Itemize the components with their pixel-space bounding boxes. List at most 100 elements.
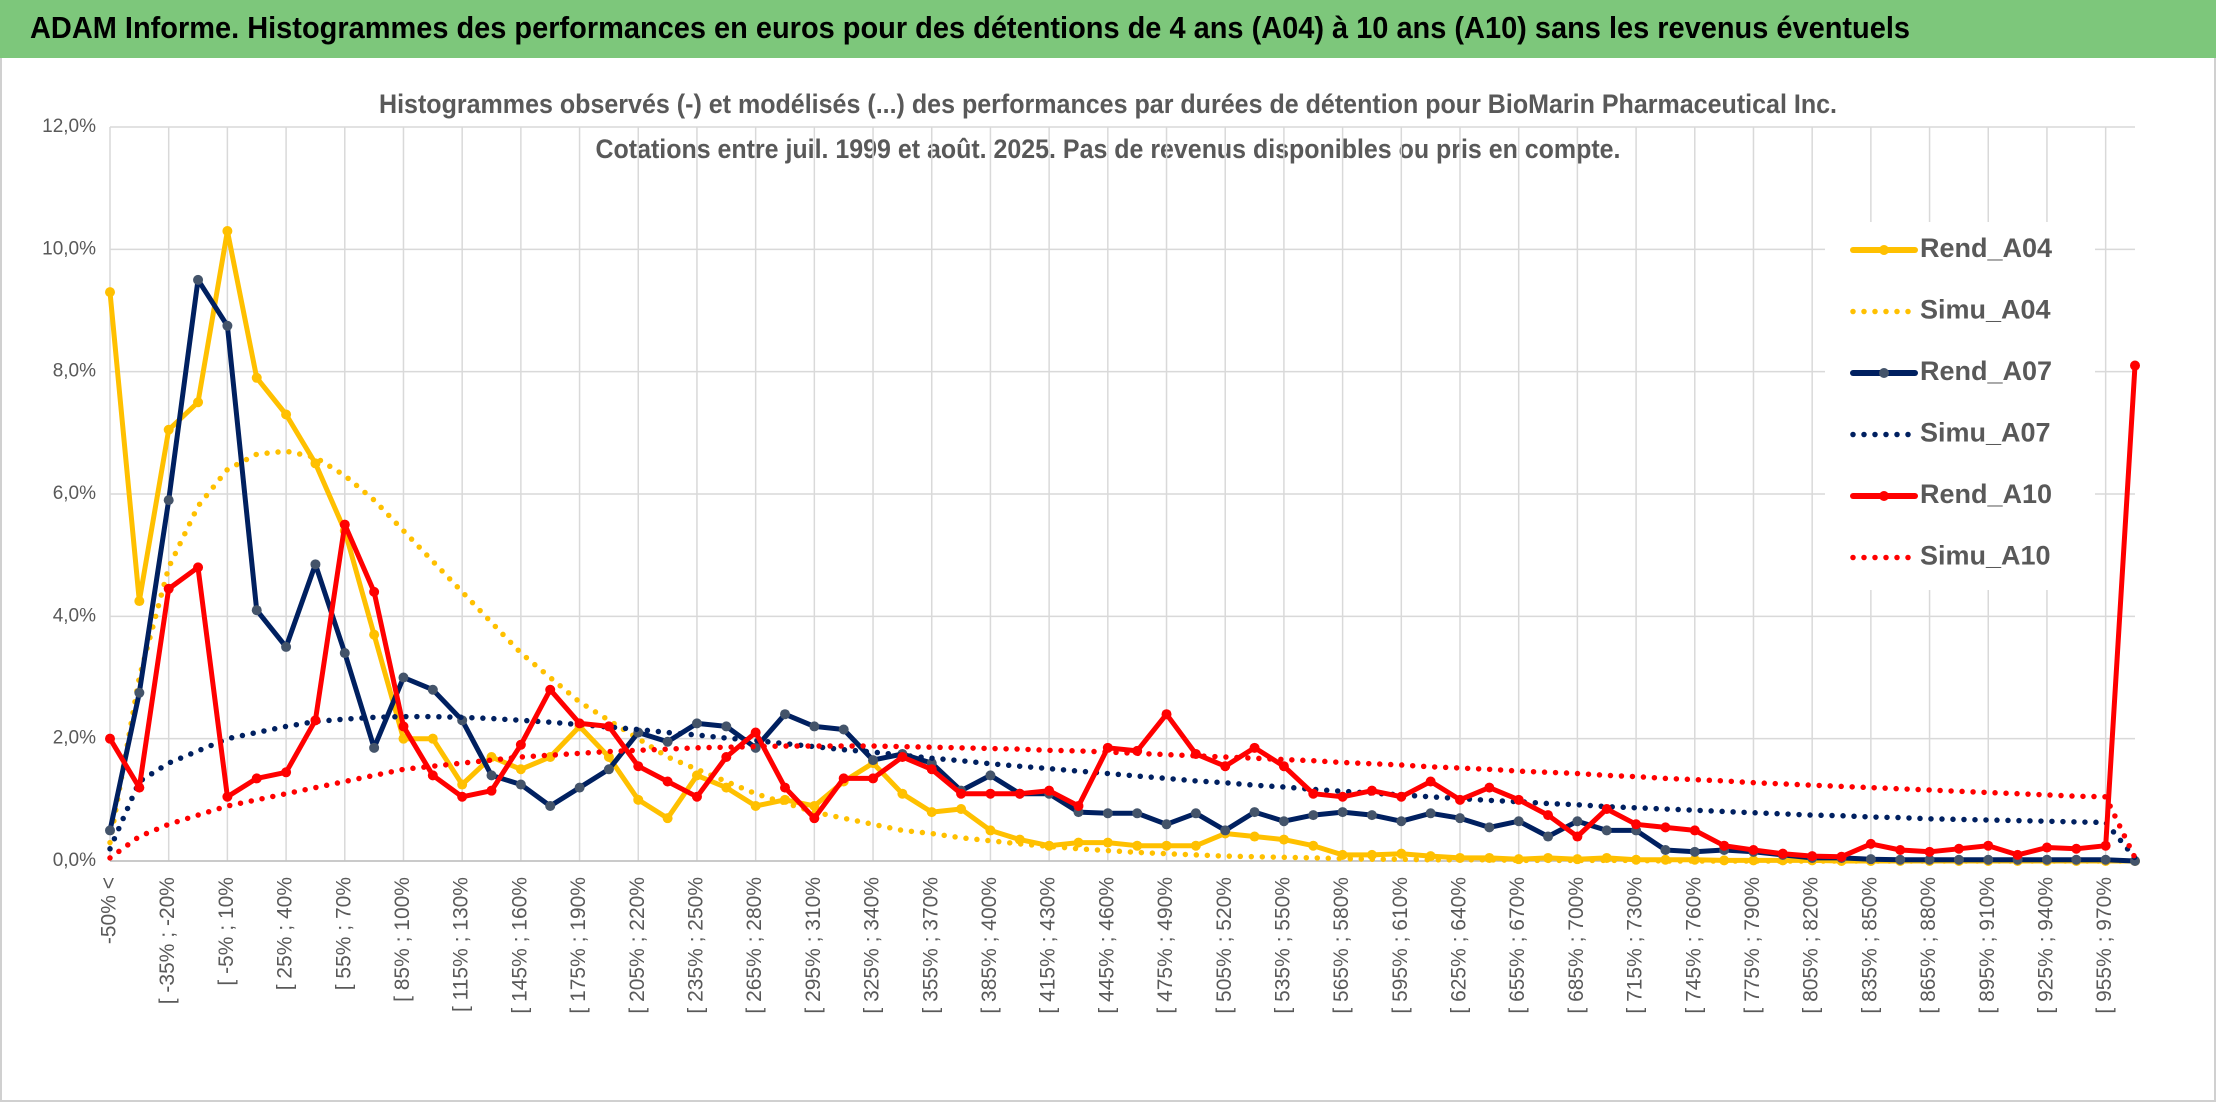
point <box>222 791 233 802</box>
x-tick-label: [ 55% ; 70% <box>332 877 355 990</box>
x-tick-label: [ 595% ; 610% <box>1389 877 1412 1014</box>
x-tick-label: [ 85% ; 100% <box>391 877 414 1002</box>
point <box>691 718 702 729</box>
x-tick-label: [ 505% ; 520% <box>1213 877 1236 1014</box>
point <box>1601 825 1612 836</box>
x-tick-label: [ 25% ; 40% <box>274 877 297 990</box>
point <box>633 794 644 805</box>
point <box>134 596 145 607</box>
x-tick-label: [ 295% ; 310% <box>802 877 825 1014</box>
point <box>809 800 820 811</box>
point <box>633 761 644 772</box>
legend-marker <box>1879 245 1889 255</box>
point <box>1572 816 1583 827</box>
point <box>1601 804 1612 815</box>
x-tick-label: [ 205% ; 220% <box>626 877 649 1014</box>
point <box>1249 742 1260 753</box>
point <box>251 605 262 616</box>
point <box>838 724 849 735</box>
point <box>457 791 468 802</box>
legend-label: Rend_A07 <box>1920 356 2052 386</box>
point <box>926 764 937 775</box>
point <box>251 372 262 383</box>
point <box>515 739 526 750</box>
point <box>926 807 937 818</box>
point <box>1543 810 1554 821</box>
point <box>603 752 614 763</box>
y-tick-label: 12,0% <box>42 116 96 137</box>
point <box>1278 761 1289 772</box>
legend-label: Rend_A04 <box>1920 233 2052 263</box>
point <box>1220 761 1231 772</box>
point <box>105 825 115 836</box>
point <box>486 785 497 796</box>
x-tick-label: [ 625% ; 640% <box>1448 877 1471 1014</box>
point <box>163 424 174 435</box>
point <box>809 813 820 824</box>
point <box>163 583 174 594</box>
point <box>281 767 292 778</box>
point <box>1572 831 1583 842</box>
point <box>1953 843 1964 854</box>
point <box>1455 794 1465 805</box>
point <box>1044 785 1055 796</box>
x-tick-label: [ 565% ; 580% <box>1330 877 1353 1014</box>
point <box>515 764 526 775</box>
point <box>1425 808 1436 819</box>
legend-marker <box>1879 491 1889 501</box>
point <box>603 721 614 732</box>
header-title: ADAM Informe. Histogrammes des performan… <box>30 10 1910 45</box>
point <box>1308 840 1319 851</box>
x-tick-label: [ 355% ; 370% <box>919 877 942 1014</box>
point <box>1807 851 1818 862</box>
point <box>1102 808 1113 819</box>
point <box>838 773 849 784</box>
point <box>105 287 115 298</box>
point <box>369 742 380 753</box>
x-tick-label: [ 655% ; 670% <box>1506 877 1529 1014</box>
point <box>1366 810 1377 821</box>
point <box>1220 825 1231 836</box>
point <box>1484 782 1495 793</box>
x-tick-label: [ 175% ; 190% <box>567 877 590 1014</box>
point <box>2100 854 2111 865</box>
point <box>721 721 732 732</box>
point <box>398 733 409 744</box>
point <box>2041 842 2052 853</box>
point <box>1161 819 1172 830</box>
point <box>2071 854 2082 865</box>
point <box>251 773 262 784</box>
point <box>721 752 732 763</box>
point <box>868 755 879 766</box>
x-tick-label: [ -5% ; 10% <box>215 877 238 986</box>
point <box>662 813 673 824</box>
point <box>2012 849 2023 860</box>
point <box>1337 807 1348 818</box>
point <box>1396 848 1407 859</box>
point <box>134 687 145 698</box>
point <box>1836 851 1847 862</box>
x-tick-label: [ 775% ; 790% <box>1741 877 1764 1014</box>
point <box>281 409 292 420</box>
point <box>339 519 350 530</box>
point <box>1396 791 1407 802</box>
x-tick-label: [ -35% ; -20% <box>156 877 179 1004</box>
x-tick-label: [ 145% ; 160% <box>508 877 531 1014</box>
x-tick-label: [ 265% ; 280% <box>743 877 766 1014</box>
point <box>662 776 673 787</box>
point <box>1689 825 1700 836</box>
point <box>985 825 996 836</box>
y-tick-label: 8,0% <box>53 361 96 382</box>
point <box>1278 834 1289 845</box>
point <box>1924 854 1935 865</box>
point <box>1513 794 1524 805</box>
y-tick-label: 2,0% <box>53 728 96 749</box>
point <box>1102 837 1113 848</box>
point <box>1895 854 1906 865</box>
point <box>1366 785 1377 796</box>
point <box>809 721 820 732</box>
point <box>310 559 321 570</box>
point <box>222 225 233 236</box>
point <box>2071 843 2082 854</box>
x-tick-label: [ 865% ; 880% <box>1917 877 1940 1014</box>
